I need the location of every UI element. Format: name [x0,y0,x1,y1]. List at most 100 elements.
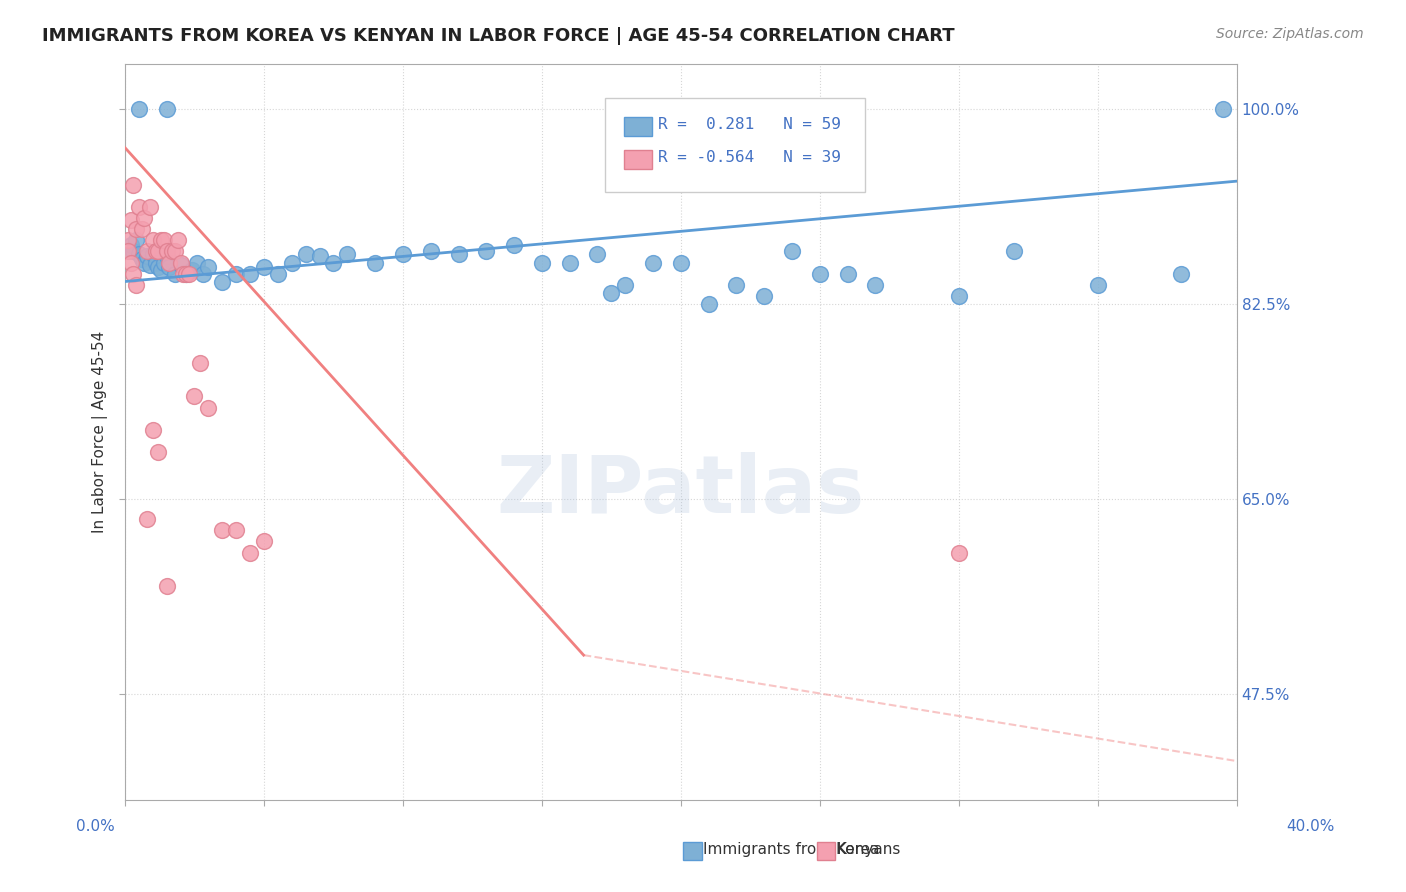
Point [166,233,188,247]
Point [225,267,247,281]
Y-axis label: In Labor Force | Age 45-54: In Labor Force | Age 45-54 [93,331,108,533]
Point [153,233,176,247]
Point [837,267,859,281]
Point [163,267,186,281]
Point [134,211,156,225]
Point [156,102,179,116]
Point [865,277,887,292]
Point [600,285,623,300]
Point [125,222,148,236]
Point [183,389,205,403]
Point [239,545,262,559]
Point [191,267,214,281]
Text: 0.0%: 0.0% [76,820,115,834]
Point [364,255,387,269]
Point [159,255,181,269]
Point [308,249,330,263]
Point [186,255,208,269]
Point [122,244,145,259]
Point [225,523,247,537]
Point [172,267,194,281]
Point [120,237,142,252]
Text: R = -0.564   N = 39: R = -0.564 N = 39 [658,151,841,165]
Text: Source: ZipAtlas.com: Source: ZipAtlas.com [1216,27,1364,41]
Point [503,237,526,252]
Point [336,246,359,260]
Point [948,289,970,303]
Point [754,289,776,303]
Point [148,260,170,274]
Point [419,244,441,259]
Point [177,267,200,281]
Point [156,579,179,593]
Text: ZIPatlas: ZIPatlas [496,452,865,530]
Point [120,255,142,269]
Point [169,255,191,269]
Point [145,244,167,259]
Point [125,233,148,247]
Text: 40.0%: 40.0% [1286,820,1334,834]
Point [558,255,581,269]
Point [1002,244,1025,259]
Point [1170,267,1192,281]
Point [211,523,233,537]
Point [253,534,276,549]
Point [136,512,159,526]
Point [142,423,165,437]
Point [150,233,173,247]
Point [128,102,150,116]
Point [156,249,179,263]
Point [128,246,150,260]
Point [197,401,219,415]
Point [294,246,316,260]
Text: Immigrants from Korea: Immigrants from Korea [703,842,880,856]
Point [169,258,191,272]
Point [267,267,290,281]
Point [145,255,167,269]
Point [174,267,197,281]
Point [239,267,262,281]
Point [669,255,692,269]
Point [475,244,498,259]
Point [180,263,202,277]
Point [136,249,159,263]
Point [780,244,803,259]
Point [139,258,162,272]
Point [122,178,145,192]
Point [163,244,186,259]
Point [211,275,233,289]
Point [128,200,150,214]
Point [136,244,159,259]
Point [808,267,831,281]
Point [530,255,553,269]
Point [148,445,170,459]
Point [120,213,142,227]
Point [131,252,153,267]
Point [148,244,170,259]
Text: IMMIGRANTS FROM KOREA VS KENYAN IN LABOR FORCE | AGE 45-54 CORRELATION CHART: IMMIGRANTS FROM KOREA VS KENYAN IN LABOR… [42,27,955,45]
Point [948,545,970,559]
Point [281,255,304,269]
Point [122,267,145,281]
Point [614,277,637,292]
Point [253,260,276,274]
Point [117,233,139,247]
Point [174,267,197,281]
Point [641,255,664,269]
Point [142,233,165,247]
Point [153,255,176,269]
Point [188,356,211,370]
Point [125,277,148,292]
Point [134,255,156,269]
Text: R =  0.281   N = 59: R = 0.281 N = 59 [658,118,841,132]
Point [117,244,139,259]
Point [142,246,165,260]
Text: Kenyans: Kenyans [837,842,901,856]
Point [197,260,219,274]
Point [162,244,184,259]
Point [139,200,162,214]
Point [586,246,609,260]
Point [447,246,470,260]
Point [697,297,720,311]
Point [159,260,181,274]
